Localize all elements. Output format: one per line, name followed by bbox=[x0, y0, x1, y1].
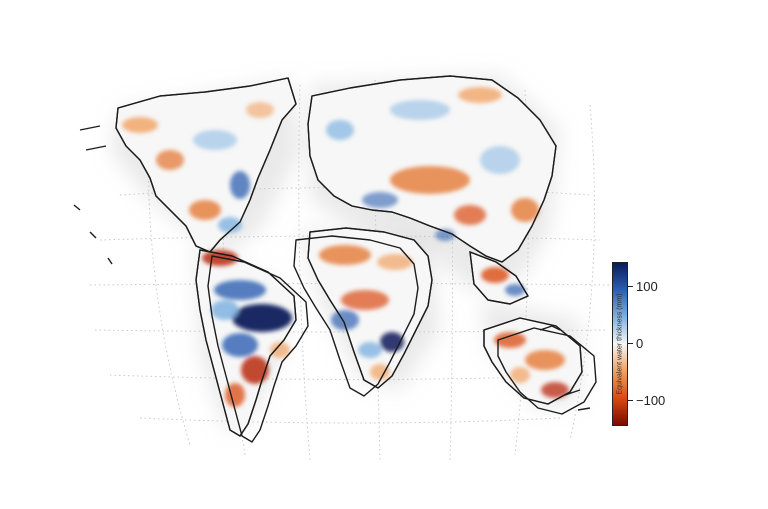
coastlines bbox=[73, 75, 597, 443]
colorbar-label-minus-100: −100 bbox=[636, 393, 666, 408]
colorbar-title: Equivalent water thickness (mm) bbox=[616, 293, 624, 395]
colorbar-label-0: 0 bbox=[636, 336, 644, 351]
colorbar-tick-minus-100 bbox=[628, 400, 633, 401]
colorbar-tick-0 bbox=[628, 343, 633, 344]
water-thickness-anomalies bbox=[122, 87, 569, 407]
colorbar-label-100: 100 bbox=[636, 279, 658, 294]
colorbar bbox=[612, 262, 628, 426]
colorbar-tick-100 bbox=[628, 286, 633, 287]
